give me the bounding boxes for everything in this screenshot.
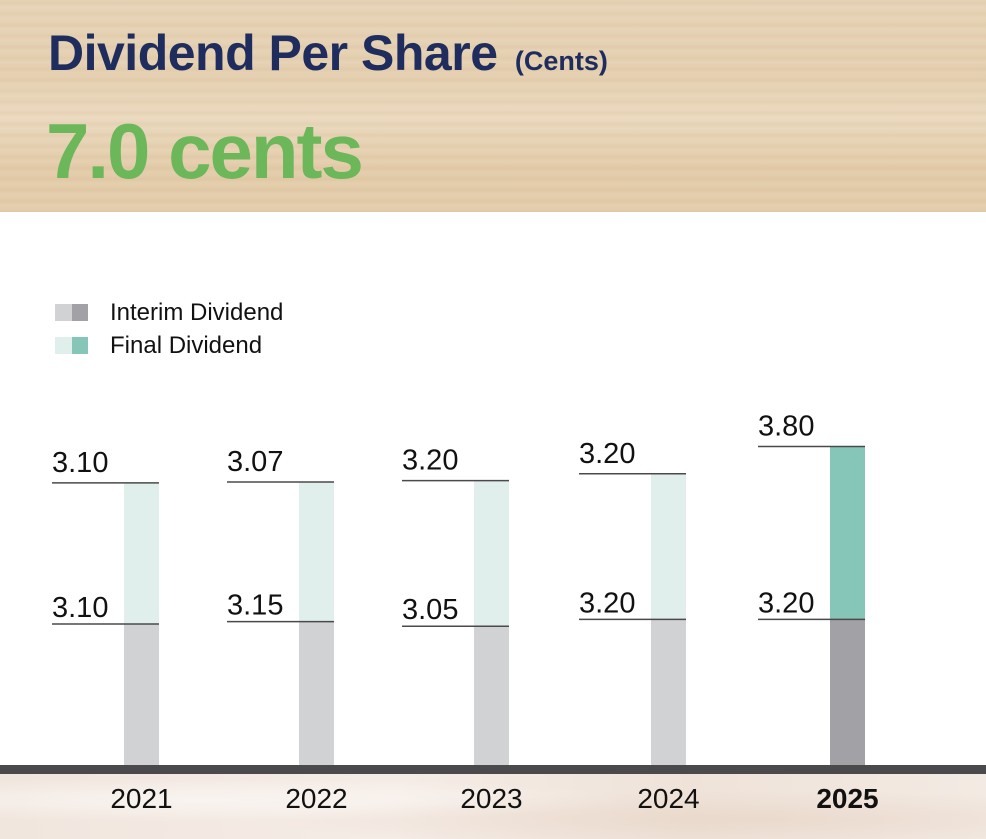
data-label-final-2022: 3.07	[227, 446, 283, 478]
bar-final-2021	[124, 482, 159, 624]
data-label-final-2024: 3.20	[579, 438, 635, 470]
bar-final-2025	[830, 446, 865, 620]
legend-swatch-interim	[55, 304, 88, 321]
bar-interim-2023	[474, 626, 509, 765]
bar-final-2022	[299, 481, 334, 622]
chart-title: Dividend Per Share (Cents)	[48, 24, 608, 82]
x-tick-label-2021: 2021	[110, 783, 173, 814]
bar-final-2023	[474, 480, 509, 627]
legend-label-interim: Interim Dividend	[110, 298, 284, 326]
bar-interim-2021	[124, 623, 159, 765]
data-label-final-2021: 3.10	[52, 447, 108, 479]
legend-swatch-final-past	[55, 337, 72, 354]
x-tick-label-2023: 2023	[460, 783, 523, 814]
header-banner: Dividend Per Share (Cents) 7.0 cents	[0, 0, 986, 212]
bar-interim-2025	[830, 619, 865, 765]
bar-interim-2022	[299, 621, 334, 765]
legend-label-final: Final Dividend	[110, 331, 263, 359]
x-tick-label-2025: 2025	[816, 783, 879, 814]
x-tick-label-2022: 2022	[285, 783, 348, 814]
chart-title-text: Dividend Per Share	[48, 25, 498, 81]
legend-item-final: Final Dividend	[55, 329, 283, 362]
legend-swatch-final	[55, 337, 88, 354]
legend-swatch-interim-past	[55, 304, 72, 321]
data-label-interim-2024: 3.20	[579, 587, 635, 619]
x-tick-label-2024: 2024	[637, 783, 700, 814]
data-label-interim-2023: 3.05	[402, 594, 458, 626]
footer-texture	[0, 774, 986, 839]
bar-interim-2024	[651, 619, 686, 765]
data-label-final-2025: 3.80	[758, 411, 814, 443]
bar-final-2024	[651, 473, 686, 620]
legend: Interim Dividend Final Dividend	[55, 296, 283, 362]
data-label-interim-2025: 3.20	[758, 587, 814, 619]
headline-total-dividend: 7.0 cents	[46, 107, 364, 195]
chart-title-unit: (Cents)	[514, 46, 608, 76]
x-axis-line	[0, 765, 986, 774]
data-label-final-2023: 3.20	[402, 445, 458, 477]
legend-swatch-final-current	[71, 337, 88, 354]
data-label-interim-2022: 3.15	[227, 590, 283, 622]
data-label-interim-2021: 3.10	[52, 592, 108, 624]
legend-item-interim: Interim Dividend	[55, 296, 283, 329]
legend-swatch-interim-current	[71, 304, 88, 321]
